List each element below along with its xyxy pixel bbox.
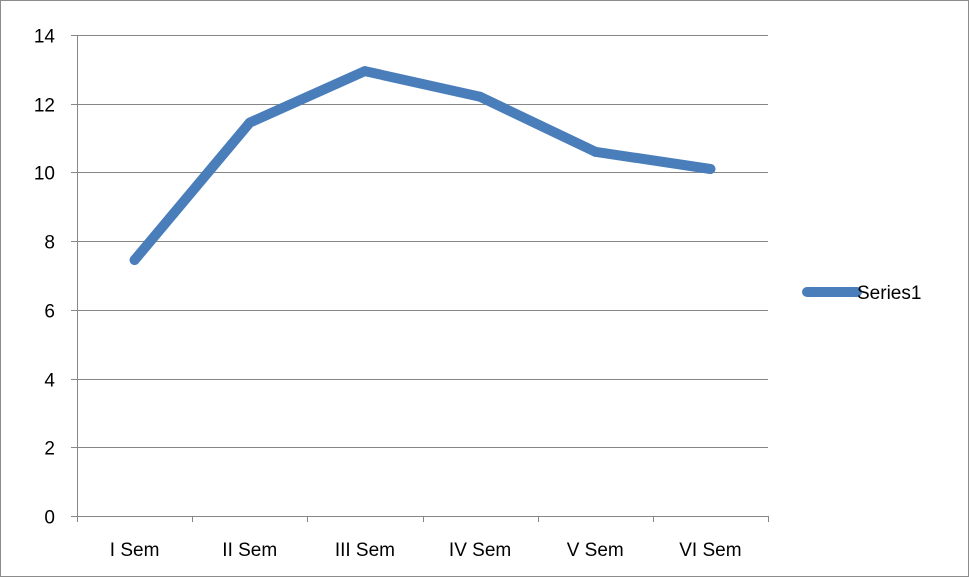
data-point-0-4	[590, 146, 601, 157]
y-tick-label-3: 6	[44, 302, 55, 323]
gridlines	[77, 35, 768, 448]
axes: 0 2 4 6 8 10 12 14 I Sem II Sem III Sem IV Sem V Sem…	[34, 27, 769, 561]
series-line-0	[129, 66, 716, 265]
data-point-0-1	[244, 117, 255, 128]
x-tick-label-1: II Sem	[222, 540, 277, 561]
series-lines	[129, 66, 716, 265]
y-tick-label-2: 4	[44, 371, 55, 392]
y-tick-label-6: 12	[34, 96, 55, 117]
x-tick-label-4: V Sem	[567, 540, 624, 561]
x-tick-label-3: IV Sem	[449, 540, 511, 561]
data-point-0-0	[129, 255, 140, 265]
x-tick-label-5: VI Sem	[679, 540, 741, 561]
data-point-0-3	[475, 91, 486, 102]
data-point-0-2	[359, 66, 370, 77]
legend-label-0: Series1	[857, 283, 921, 304]
x-tick-label-2: III Sem	[335, 540, 395, 561]
y-tick-label-5: 10	[34, 164, 55, 185]
x-tick-label-0: I Sem	[110, 540, 160, 561]
y-tick-label-0: 0	[44, 508, 55, 529]
legend: Series1	[802, 283, 921, 304]
y-tick-label-1: 2	[44, 439, 55, 460]
y-tick-label-4: 8	[44, 233, 55, 254]
data-point-0-5	[705, 164, 716, 174]
y-tick-label-7: 14	[34, 27, 56, 48]
